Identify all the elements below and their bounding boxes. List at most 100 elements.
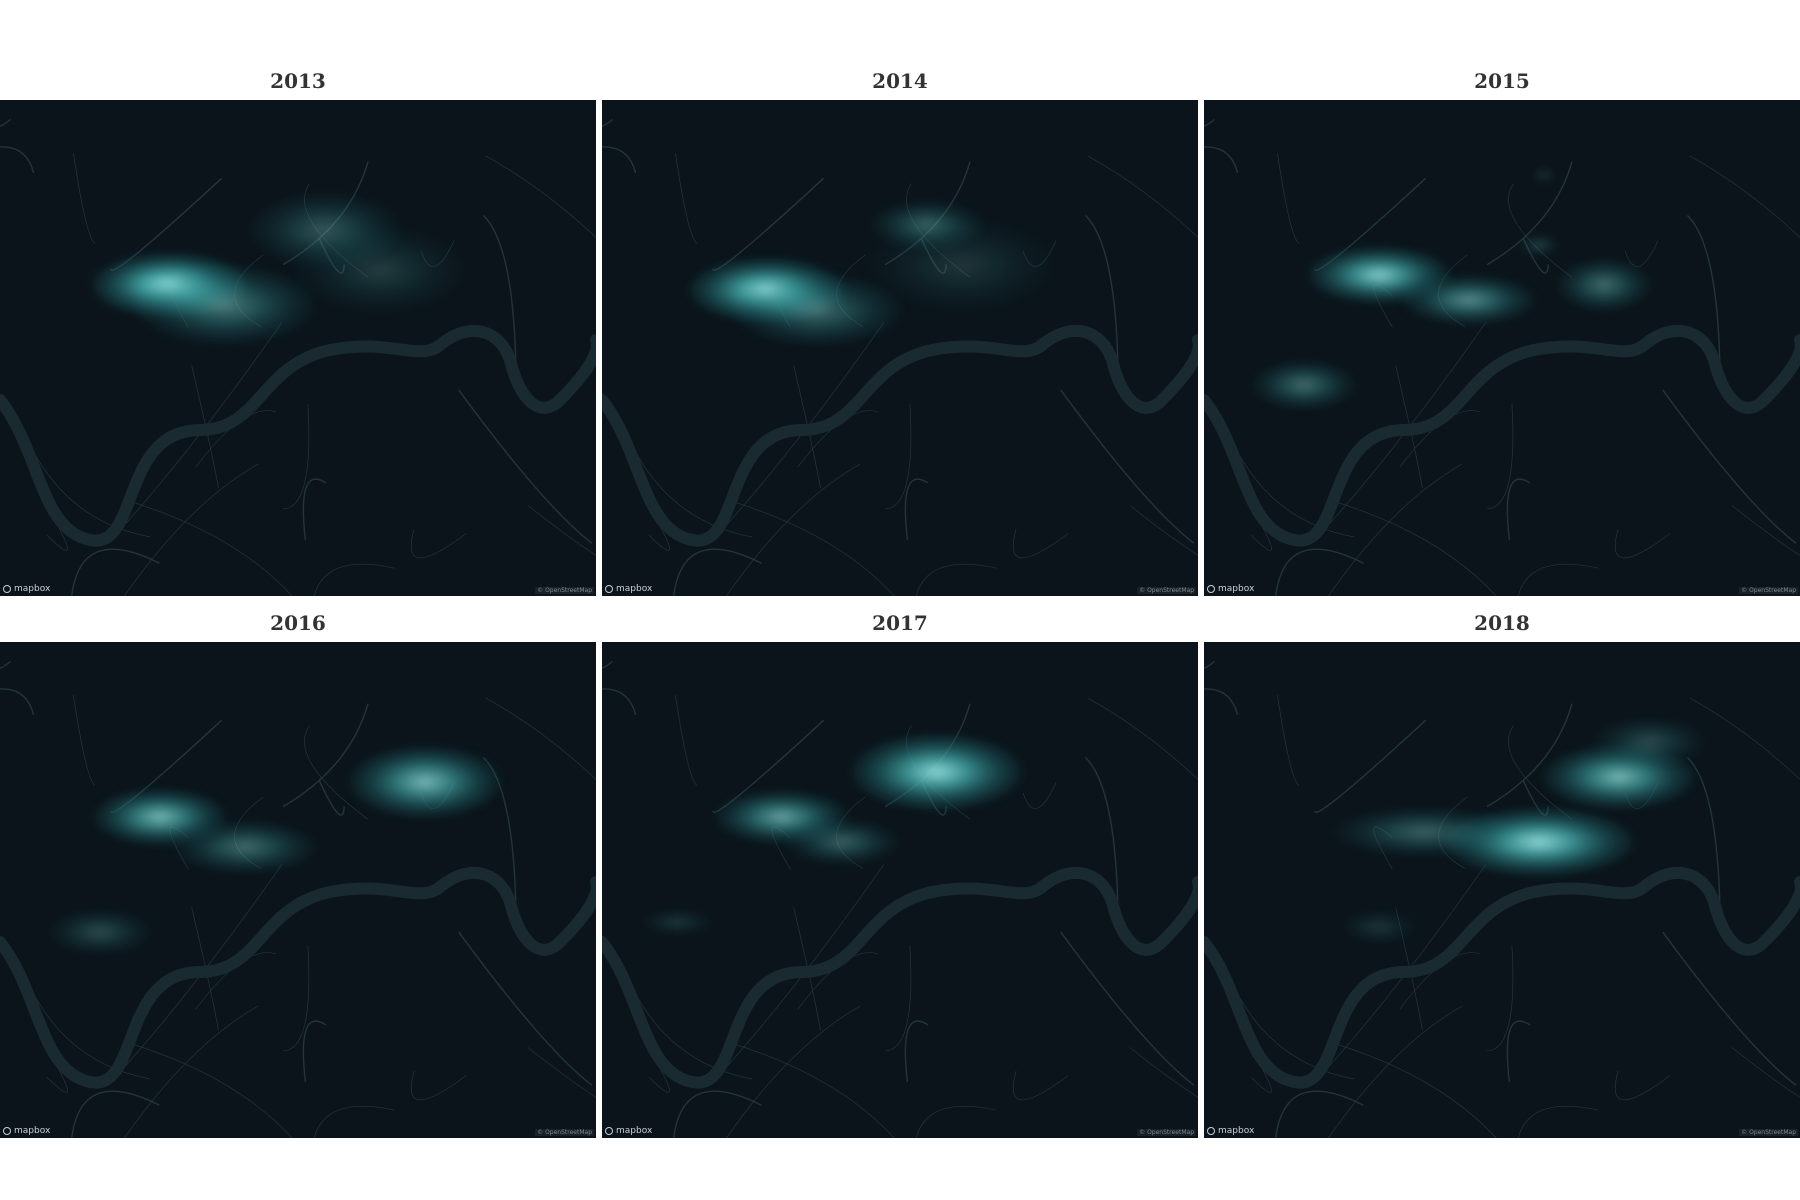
road	[673, 548, 762, 596]
road	[1508, 725, 1573, 820]
map-panel-2015[interactable]: mapbox © OpenStreetMap	[1204, 100, 1800, 596]
heat-blob-2017-1	[847, 732, 1027, 812]
road	[318, 779, 345, 816]
map-attribution[interactable]: © OpenStreetMap	[1739, 1129, 1798, 1136]
road	[127, 1042, 293, 1138]
map-panel-2014[interactable]: mapbox © OpenStreetMap	[602, 100, 1198, 596]
road	[602, 660, 613, 669]
road	[31, 448, 151, 538]
road	[602, 118, 613, 127]
road	[1235, 990, 1355, 1080]
road	[1662, 389, 1797, 544]
heat-blob-2015-4	[1249, 359, 1359, 411]
mapbox-logo[interactable]: mapbox	[3, 584, 50, 594]
river	[0, 324, 596, 547]
heatmap-svg-2017	[602, 642, 1198, 1138]
heatmap-svg-2016	[0, 642, 596, 1138]
mapbox-logo[interactable]: mapbox	[605, 1126, 652, 1136]
road	[1060, 389, 1195, 544]
road	[1060, 931, 1195, 1086]
road	[0, 660, 11, 669]
road	[1487, 945, 1514, 1052]
mapbox-logo-text: mapbox	[14, 584, 51, 594]
road	[633, 448, 753, 538]
map-attribution[interactable]: © OpenStreetMap	[1137, 587, 1196, 594]
mapbox-logo-text: mapbox	[1218, 584, 1255, 594]
mapbox-logo-text: mapbox	[616, 1126, 653, 1136]
road	[1275, 548, 1364, 596]
road	[313, 1105, 395, 1138]
map-panel-2017[interactable]: mapbox © OpenStreetMap	[602, 642, 1198, 1138]
road	[675, 695, 698, 786]
road	[1487, 403, 1514, 510]
road	[73, 153, 96, 244]
map-panel-2013[interactable]: mapbox © OpenStreetMap	[0, 100, 596, 596]
map-panel-2018[interactable]: mapbox © OpenStreetMap	[1204, 642, 1800, 1138]
map-attribution[interactable]: © OpenStreetMap	[1137, 1129, 1196, 1136]
heatmap-layer	[88, 190, 470, 347]
mapbox-logo-icon	[605, 1127, 613, 1135]
road	[1395, 365, 1423, 489]
road	[1508, 183, 1573, 278]
heatmap-svg-2015	[1204, 100, 1800, 596]
road	[1204, 146, 1239, 174]
road	[527, 1047, 596, 1098]
road	[1235, 448, 1355, 538]
heat-blob-2018-2	[1329, 806, 1519, 858]
map-attribution[interactable]: © OpenStreetMap	[535, 1129, 594, 1136]
road	[1087, 697, 1198, 780]
mapbox-logo[interactable]: mapbox	[3, 1126, 50, 1136]
map-panel-2016[interactable]: mapbox © OpenStreetMap	[0, 642, 596, 1138]
river	[602, 324, 1198, 547]
road	[904, 478, 929, 540]
road	[1331, 1042, 1497, 1138]
heat-blob-2017-3	[782, 818, 902, 866]
heat-blob-2013-2	[130, 263, 320, 347]
road	[483, 215, 517, 367]
road	[1331, 500, 1497, 596]
heatmap-svg-2018	[1204, 642, 1800, 1138]
mapbox-logo[interactable]: mapbox	[1207, 1126, 1254, 1136]
mapbox-logo-text: mapbox	[616, 584, 653, 594]
road	[1731, 505, 1800, 556]
heat-blob-2017-4	[637, 908, 717, 936]
road	[1517, 563, 1599, 596]
road	[1328, 463, 1463, 596]
heatmap-layer	[685, 199, 1062, 348]
mapbox-logo[interactable]: mapbox	[1207, 584, 1254, 594]
road	[1277, 695, 1300, 786]
road	[726, 463, 861, 596]
mapbox-logo-icon	[605, 585, 613, 593]
road	[1517, 1105, 1599, 1138]
road	[633, 990, 753, 1080]
heatmap-layer	[1329, 716, 1709, 945]
panel-title-2016: 2016	[270, 611, 326, 635]
map-attribution[interactable]: © OpenStreetMap	[1739, 587, 1798, 594]
road	[1314, 719, 1427, 813]
heatmap-layer	[637, 732, 1027, 936]
map-attribution[interactable]: © OpenStreetMap	[535, 587, 594, 594]
heatmap-layer	[45, 744, 505, 956]
heat-blob-2016-4	[45, 908, 155, 956]
heat-blob-2018-4	[1589, 716, 1709, 768]
road	[283, 403, 310, 510]
road	[729, 1042, 895, 1138]
river	[1204, 866, 1800, 1089]
road	[1022, 782, 1057, 809]
road	[1204, 660, 1215, 669]
river	[0, 866, 596, 1089]
road	[458, 389, 593, 544]
heat-blob-2015-5	[1517, 233, 1561, 257]
road	[1614, 528, 1671, 559]
road	[0, 118, 11, 127]
mapbox-logo[interactable]: mapbox	[605, 584, 652, 594]
road	[1087, 155, 1198, 238]
road	[191, 907, 219, 1031]
panel-title-2014: 2014	[872, 69, 928, 93]
road	[0, 146, 35, 174]
road	[127, 500, 293, 596]
panel-title-2017: 2017	[872, 611, 928, 635]
road	[302, 1020, 327, 1082]
heat-blob-2014-2	[727, 272, 907, 348]
road	[191, 365, 219, 489]
